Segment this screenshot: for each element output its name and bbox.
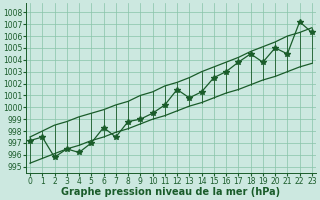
- X-axis label: Graphe pression niveau de la mer (hPa): Graphe pression niveau de la mer (hPa): [61, 187, 281, 197]
